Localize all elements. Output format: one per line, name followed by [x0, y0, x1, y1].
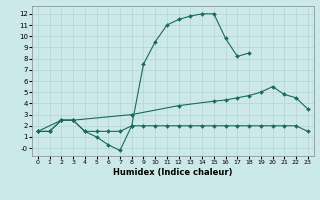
X-axis label: Humidex (Indice chaleur): Humidex (Indice chaleur)	[113, 168, 233, 177]
